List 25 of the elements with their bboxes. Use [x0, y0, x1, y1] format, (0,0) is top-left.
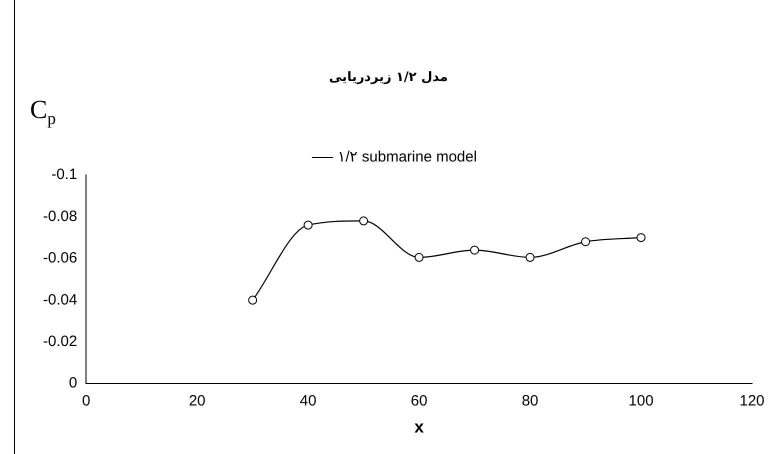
- x-tick-label: 100: [628, 392, 654, 410]
- x-tick-label: 0: [82, 392, 90, 410]
- point: [414, 252, 424, 262]
- y-tick-label: -0.06: [42, 250, 78, 267]
- point: [304, 220, 313, 230]
- x-tick-label: 80: [522, 392, 538, 410]
- x-tick-label: 20: [188, 392, 206, 410]
- x-tick-label: 60: [410, 392, 428, 410]
- y-axis-title: C$_{p}$: [30, 95, 56, 130]
- point: [470, 246, 480, 255]
- point: [248, 296, 258, 305]
- x-tick-label: 120: [739, 392, 765, 410]
- x-axis-title: x: [414, 417, 424, 436]
- point: [526, 252, 535, 262]
- y-tick-label: 0: [68, 374, 78, 392]
- y-tick-label: -0.1: [51, 166, 78, 184]
- point: [581, 237, 590, 246]
- chart-title: مدل ۱/۲ زیردریایی: [328, 70, 449, 85]
- y-tick-label: -0.04: [42, 291, 78, 308]
- y-tick-label: -0.08: [42, 208, 78, 225]
- x-tick-label: 40: [300, 392, 316, 410]
- point: [359, 216, 368, 226]
- legend-label: ۱/۲ submarine model: [338, 148, 477, 166]
- y-tick-label: -0.02: [42, 333, 78, 350]
- point: [636, 233, 646, 242]
